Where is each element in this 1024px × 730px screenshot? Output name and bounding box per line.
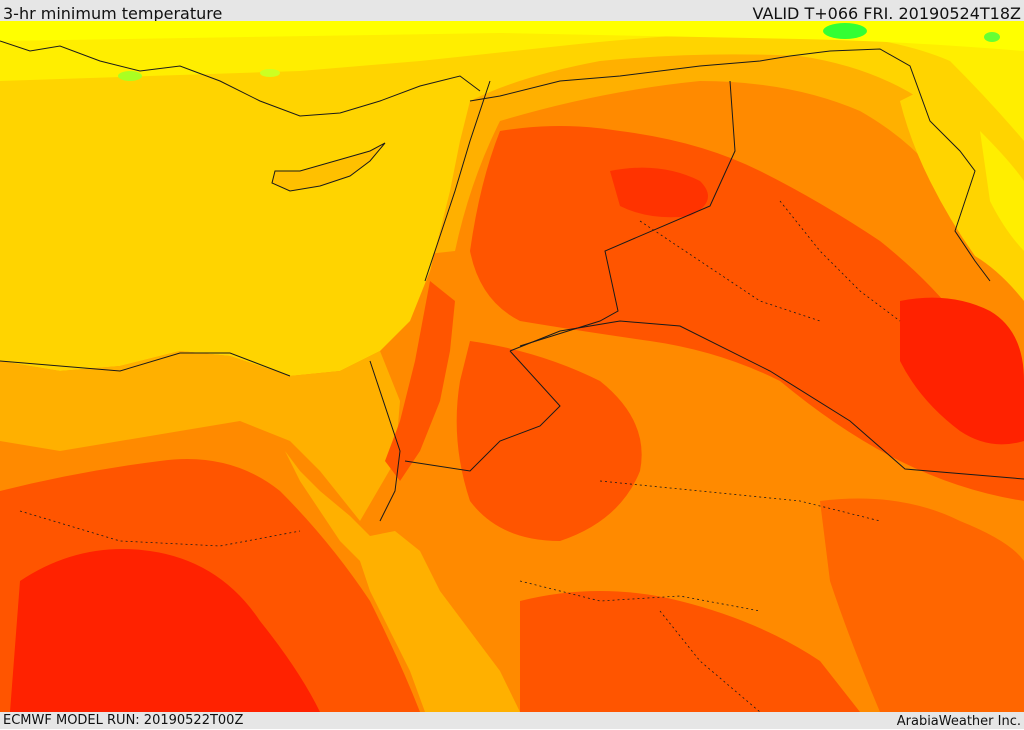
east-mountain-yellow [980,131,1024,251]
map-header: 3-hr minimum temperature VALID T+066 FRI… [0,0,1024,23]
temperature-map [0,21,1024,712]
cold-spot-west [118,71,142,81]
syria-red-patch [610,167,708,218]
east-mountain-band [900,81,1024,301]
iraq-hottest [900,297,1024,445]
map-title: 3-hr minimum temperature [3,4,223,23]
egypt-coastal-zone [0,351,400,521]
temperature-map-canvas [0,21,1024,712]
north-yellow-band [0,21,1024,141]
syria-iraq-hot [470,126,1024,501]
map-footer: ECMWF MODEL RUN: 20190522T00Z ArabiaWeat… [0,712,1024,729]
red-sea [285,451,520,712]
province-borders [19,200,901,712]
country-borders [0,40,1024,522]
cold-spot-east [823,23,867,39]
mediterranean-sea [0,81,470,376]
model-run-label: ECMWF MODEL RUN: 20190522T00Z [3,713,244,728]
cyprus-island [271,142,386,192]
valid-time-label: VALID T+066 FRI. 20190524T18Z [752,4,1021,23]
arabia-hot [456,341,642,541]
cold-spot-far-east [984,32,1000,42]
arabia-east-hot [820,498,1024,712]
egypt-hottest [10,549,320,712]
credit-label: ArabiaWeather Inc. [896,714,1021,729]
arabia-south-hot [520,591,860,712]
north-highland-strip [0,21,1024,51]
levant-hot-strip [385,281,455,481]
cold-spot-center [260,69,280,77]
